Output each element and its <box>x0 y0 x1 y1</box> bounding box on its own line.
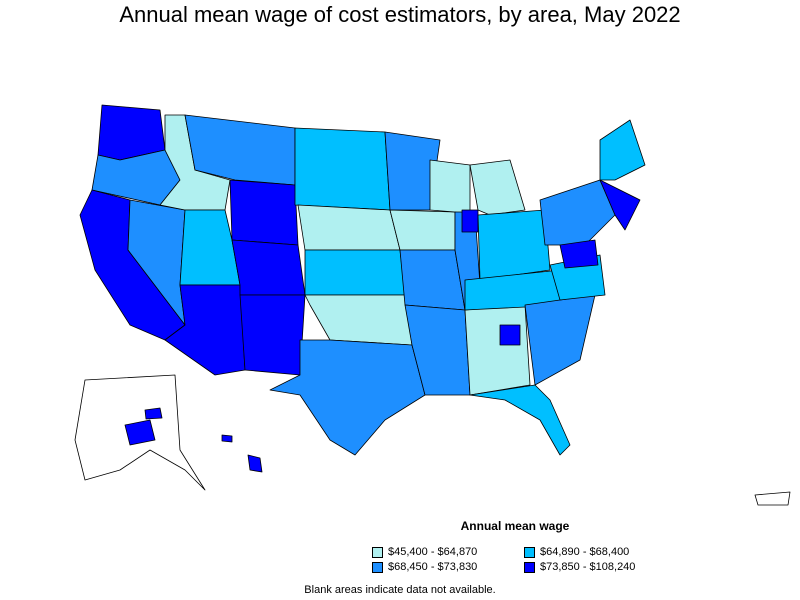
region-iowa <box>389 209 456 251</box>
region-nebraska <box>297 204 401 251</box>
legend-label-2: $64,890 - $68,400 <box>540 546 630 558</box>
legend-label-4: $73,850 - $108,240 <box>540 561 636 573</box>
region-hawaii <box>247 454 263 473</box>
region-alaska-anchorage <box>124 419 156 446</box>
region-wyoming <box>229 179 299 246</box>
region-mississippi-alabama <box>464 304 531 396</box>
region-maine <box>599 119 646 181</box>
footnote: Blank areas indicate data not available. <box>304 584 496 596</box>
region-puerto-rico <box>754 491 791 506</box>
legend-item-2: $64,890 - $68,400 <box>524 545 629 559</box>
region-florida <box>469 384 571 456</box>
region-dc-md <box>559 239 599 269</box>
legend-item-1: $45,400 - $64,870 <box>372 545 477 559</box>
region-chicago <box>461 209 479 233</box>
region-indiana-ohio <box>477 209 551 281</box>
region-pennsylvania-ny <box>539 179 616 246</box>
region-kansas <box>304 249 406 296</box>
region-new-mexico <box>239 294 306 376</box>
region-new-england <box>599 179 641 231</box>
legend-item-3: $68,450 - $73,830 <box>372 560 477 574</box>
region-alaska-fairbanks <box>144 407 163 420</box>
region-dakotas <box>294 127 391 211</box>
region-georgia-carolinas <box>524 294 596 386</box>
map-title: Annual mean wage of cost estimators, by … <box>119 2 681 27</box>
legend-item-4: $73,850 - $108,240 <box>524 560 635 574</box>
region-arkansas-louisiana <box>404 304 471 396</box>
region-oklahoma <box>304 294 413 346</box>
legend-label-1: $45,400 - $64,870 <box>388 546 478 558</box>
region-missouri <box>399 249 466 311</box>
legend-swatch-3 <box>372 561 383 573</box>
region-wisconsin <box>429 159 471 216</box>
region-atlanta <box>499 324 521 346</box>
region-hawaii-oahu <box>221 434 233 443</box>
region-colorado <box>231 239 306 296</box>
legend-swatch-1 <box>372 546 383 558</box>
legend-swatch-2 <box>524 546 535 558</box>
legend-label-3: $68,450 - $73,830 <box>388 561 478 573</box>
region-texas <box>269 339 426 456</box>
region-michigan <box>469 159 526 216</box>
legend-swatch-4 <box>524 561 535 573</box>
region-pacific-northwest <box>97 104 166 161</box>
legend-title: Annual mean wage <box>460 519 570 533</box>
